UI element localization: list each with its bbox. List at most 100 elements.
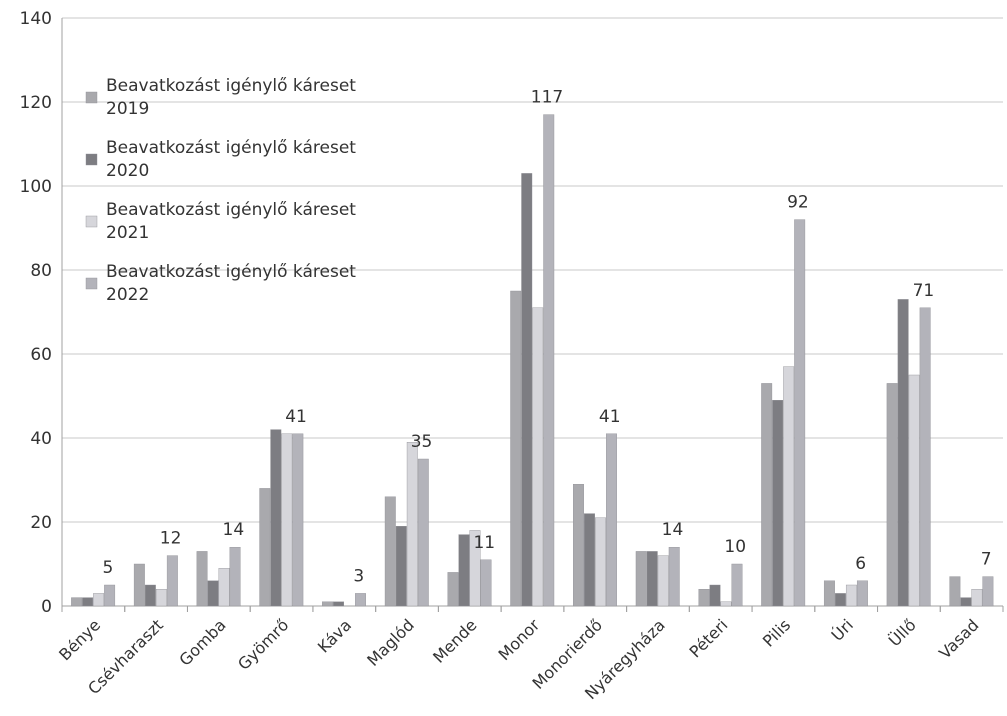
bar-2021-Üllő: [908, 374, 920, 607]
bar-2021-Bénye: [93, 593, 105, 607]
bar-2019-Monor: [510, 290, 522, 607]
bar-2019-Bénye: [71, 597, 83, 607]
bar-2021-Nyáregyháza: [657, 555, 669, 607]
bar-2022-Üllő: [919, 307, 931, 607]
bar-2021-Gomba: [218, 568, 230, 607]
x-tick-label: Káva: [314, 615, 355, 656]
bar-2020-Gomba: [207, 580, 219, 607]
bar-2020-Úri: [834, 593, 846, 607]
bar-2019-Úri: [823, 580, 835, 607]
bar-2021-Úri: [845, 584, 857, 607]
x-tick-label: Péteri: [686, 615, 732, 661]
x-tick-label: Monor: [494, 615, 543, 664]
y-tick-label: 0: [41, 597, 52, 617]
bar-2021-Vasad: [971, 589, 983, 607]
bar-2020-Pilis: [772, 400, 784, 607]
legend-swatch: [85, 153, 98, 166]
bar-2020-Vasad: [960, 597, 972, 607]
bar-2019-Gyömrő: [259, 488, 271, 607]
bar-2020-Péteri: [709, 584, 721, 607]
bar-2019-Káva: [322, 601, 333, 607]
legend: Beavatkozást igénylő káreset2019Beavatko…: [85, 76, 356, 305]
bar-2022-Péteri: [731, 563, 743, 607]
bar-2021-Pilis: [783, 366, 795, 607]
bar-2021-Gyömrő: [281, 433, 293, 607]
x-tick-label: Vasad: [935, 615, 982, 662]
bar-2019-Monorierdő: [573, 484, 584, 607]
bar-2019-Csévharaszt: [133, 563, 145, 607]
data-label: 41: [285, 407, 307, 427]
y-tick-label: 60: [30, 345, 52, 365]
legend-item: Beavatkozást igénylő káreset 2022: [85, 262, 356, 305]
data-label: 71: [913, 281, 935, 301]
legend-label-line2: 2020: [106, 161, 149, 181]
bar-2021-Monorierdő: [595, 517, 606, 607]
bar-2022-Káva: [355, 593, 366, 607]
bar-2020-Mende: [458, 534, 470, 607]
bar-2021-Maglód: [406, 442, 418, 607]
bar-2021-Monor: [532, 307, 544, 607]
y-tick-label: 140: [20, 9, 52, 29]
bar-2020-Maglód: [395, 526, 407, 607]
data-label: 6: [855, 554, 866, 574]
data-label: 10: [724, 537, 746, 557]
legend-swatch: [85, 277, 98, 290]
data-label: 3: [353, 566, 364, 586]
data-label: 11: [473, 533, 495, 553]
bar-2020-Gyömrő: [270, 429, 282, 607]
y-tick-label: 40: [30, 429, 52, 449]
bar-2022-Csévharaszt: [166, 555, 178, 607]
bar-2020-Csévharaszt: [144, 584, 156, 607]
bar-2019-Pilis: [761, 383, 773, 607]
bar-2019-Nyáregyháza: [635, 551, 647, 607]
bar-2019-Vasad: [949, 576, 961, 607]
data-label: 14: [662, 520, 684, 540]
bar-2019-Üllő: [886, 383, 898, 607]
bars: [71, 114, 994, 607]
legend-label-line2: 2021: [106, 223, 149, 243]
y-tick-label: 120: [20, 93, 52, 113]
legend-label-line2: 2019: [106, 99, 149, 119]
y-tick-label: 80: [30, 261, 52, 281]
bar-2020-Nyáregyháza: [646, 551, 658, 607]
bar-2019-Mende: [447, 572, 459, 607]
bar-2022-Bénye: [104, 584, 116, 607]
legend-swatch: [85, 215, 98, 228]
bar-2022-Úri: [856, 580, 868, 607]
bar-2021-Mende: [469, 530, 481, 607]
bar-2022-Monor: [543, 114, 555, 607]
legend-item: Beavatkozást igénylő káreset 2021: [85, 200, 356, 243]
data-labels: 5 12 14 41 3 35 11 117 41 14 10 92 6 71 7: [102, 88, 991, 587]
data-label: 5: [102, 558, 113, 578]
y-tick-label: 20: [30, 513, 52, 533]
bar-2019-Maglód: [384, 496, 396, 607]
bar-2020-Monor: [521, 173, 533, 607]
bar-2020-Monorierdő: [584, 513, 595, 607]
y-tick-label: 100: [20, 177, 52, 197]
legend-swatch: [85, 91, 98, 104]
bar-2022-Gyömrő: [292, 433, 304, 607]
x-tick-label: Úri: [827, 615, 857, 645]
data-label: 14: [223, 520, 245, 540]
legend-label-line2: 2022: [106, 285, 149, 305]
bar-2019-Gomba: [196, 551, 208, 607]
data-label: 92: [787, 193, 809, 213]
legend-label-line1: Beavatkozást igénylő káreset: [106, 76, 356, 96]
data-label: 117: [531, 88, 563, 108]
x-tick-label: Mende: [429, 615, 480, 666]
x-tick-label: Bénye: [55, 615, 104, 664]
data-label: 7: [981, 550, 992, 570]
legend-label-line1: Beavatkozást igénylő káreset: [106, 200, 356, 220]
legend-item: Beavatkozást igénylő káreset 2020: [85, 138, 356, 181]
x-tick-label: Maglód: [363, 615, 418, 670]
legend-label-line1: Beavatkozást igénylő káreset: [106, 138, 356, 158]
legend-item: Beavatkozást igénylő káreset 2019: [85, 76, 356, 119]
data-label: 35: [411, 432, 433, 452]
bar-2020-Káva: [333, 601, 344, 607]
legend-label-line1: Beavatkozást igénylő káreset: [106, 262, 356, 282]
bar-2022-Mende: [480, 559, 492, 607]
data-label: 12: [160, 529, 182, 549]
bar-2020-Bénye: [82, 597, 94, 607]
x-tick-label: Gomba: [175, 615, 229, 669]
